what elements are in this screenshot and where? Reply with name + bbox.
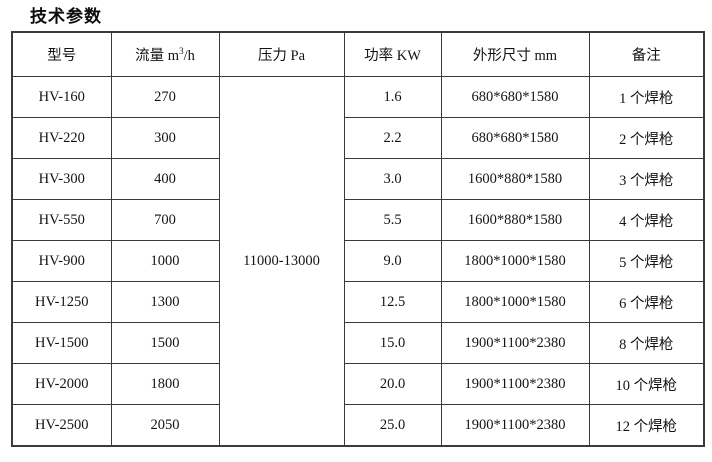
flow-cell: 300 [110, 117, 220, 159]
power-cell: 2.2 [343, 117, 442, 159]
table-row: HV-900 1000 9.0 1800*1000*1580 5 个焊枪 [11, 240, 705, 282]
header-dimensions: 外形尺寸 mm [440, 31, 590, 77]
power-cell: 25.0 [343, 404, 442, 447]
header-flow: 流量 m3/h [110, 31, 220, 77]
power-cell: 20.0 [343, 363, 442, 405]
table-row: HV-1500 1500 15.0 1900*1100*2380 8 个焊枪 [11, 322, 705, 364]
table-row: HV-1250 1300 12.5 1800*1000*1580 6 个焊枪 [11, 281, 705, 323]
remark-cell: 12 个焊枪 [588, 404, 705, 447]
model-cell: HV-2000 [11, 363, 112, 405]
header-flow-superscript: 3 [179, 46, 184, 57]
flow-cell: 1300 [110, 281, 220, 323]
power-cell: 9.0 [343, 240, 442, 282]
header-remark: 备注 [588, 31, 705, 77]
flow-cell: 2050 [110, 404, 220, 447]
table-row: HV-2000 1800 20.0 1900*1100*2380 10 个焊枪 [11, 363, 705, 405]
power-cell: 12.5 [343, 281, 442, 323]
dimensions-cell: 1900*1100*2380 [440, 404, 590, 447]
dimensions-cell: 1600*880*1580 [440, 199, 590, 241]
table-header: 型号 流量 m3/h 压力 Pa 功率 KW 外形尺寸 mm 备注 [11, 31, 705, 77]
flow-cell: 1000 [110, 240, 220, 282]
model-cell: HV-1500 [11, 322, 112, 364]
pressure-merged-cell: 11000-13000 [218, 76, 345, 447]
remark-cell: 5 个焊枪 [588, 240, 705, 282]
remark-cell: 10 个焊枪 [588, 363, 705, 405]
table-row: HV-160 270 11000-13000 1.6 680*680*1580 … [11, 76, 705, 447]
dimensions-cell: 1900*1100*2380 [440, 363, 590, 405]
flow-cell: 400 [110, 158, 220, 200]
dimensions-cell: 1800*1000*1580 [440, 281, 590, 323]
table-row: HV-220 300 2.2 680*680*1580 2 个焊枪 [11, 117, 705, 159]
power-cell: 3.0 [343, 158, 442, 200]
dimensions-cell: 680*680*1580 [440, 117, 590, 159]
spec-table: 型号 流量 m3/h 压力 Pa 功率 KW 外形尺寸 mm 备注 HV-160… [11, 31, 705, 447]
power-cell: 1.6 [343, 76, 442, 118]
dimensions-cell: 1600*880*1580 [440, 158, 590, 200]
model-cell: HV-550 [11, 199, 112, 241]
header-flow-suffix: /h [183, 48, 195, 64]
header-model: 型号 [11, 31, 112, 77]
flow-cell: 1800 [110, 363, 220, 405]
dimensions-cell: 1900*1100*2380 [440, 322, 590, 364]
table-row: HV-2500 2050 25.0 1900*1100*2380 12 个焊枪 [11, 404, 705, 447]
model-cell: HV-900 [11, 240, 112, 282]
model-cell: HV-300 [11, 158, 112, 200]
table-body: HV-160 270 11000-13000 1.6 680*680*1580 … [11, 76, 705, 447]
remark-cell: 1 个焊枪 [588, 76, 705, 118]
page-title: 技术参数 [30, 7, 102, 26]
header-row: 型号 流量 m3/h 压力 Pa 功率 KW 外形尺寸 mm 备注 [11, 31, 705, 77]
power-cell: 15.0 [343, 322, 442, 364]
model-cell: HV-220 [11, 117, 112, 159]
remark-cell: 4 个焊枪 [588, 199, 705, 241]
model-cell: HV-2500 [11, 404, 112, 447]
power-cell: 5.5 [343, 199, 442, 241]
dimensions-cell: 680*680*1580 [440, 76, 590, 118]
header-power: 功率 KW [343, 31, 442, 77]
header-flow-prefix: 流量 m [135, 48, 180, 64]
flow-cell: 270 [110, 76, 220, 118]
flow-cell: 1500 [110, 322, 220, 364]
flow-cell: 700 [110, 199, 220, 241]
table-row: HV-550 700 5.5 1600*880*1580 4 个焊枪 [11, 199, 705, 241]
table-row: HV-300 400 3.0 1600*880*1580 3 个焊枪 [11, 158, 705, 200]
remark-cell: 2 个焊枪 [588, 117, 705, 159]
remark-cell: 6 个焊枪 [588, 281, 705, 323]
dimensions-cell: 1800*1000*1580 [440, 240, 590, 282]
model-cell: HV-1250 [11, 281, 112, 323]
header-pressure: 压力 Pa [218, 31, 345, 77]
remark-cell: 3 个焊枪 [588, 158, 705, 200]
model-cell: HV-160 [11, 76, 112, 118]
remark-cell: 8 个焊枪 [588, 322, 705, 364]
